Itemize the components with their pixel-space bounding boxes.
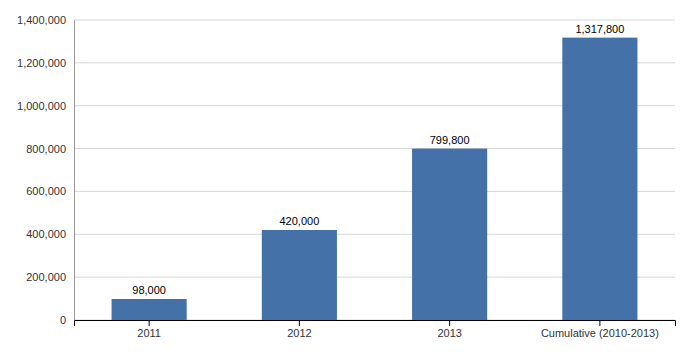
tick: 600,000 bbox=[26, 185, 74, 197]
bars bbox=[112, 38, 638, 320]
tick-label: 1,000,000 bbox=[17, 100, 66, 112]
tick-label: Cumulative (2010-2013) bbox=[541, 327, 659, 339]
tick-label: 0 bbox=[60, 314, 66, 326]
tick-mark bbox=[599, 320, 600, 326]
tick-label: 200,000 bbox=[26, 271, 66, 283]
tick: 800,000 bbox=[26, 143, 74, 155]
tick-label: 800,000 bbox=[26, 143, 66, 155]
data-labels: 98,000 420,000 799,800 1,317,800 bbox=[132, 23, 624, 296]
tick-mark bbox=[299, 320, 300, 326]
tick-mark bbox=[149, 320, 150, 326]
tick: Cumulative (2010-2013) bbox=[541, 320, 659, 339]
tick-label: 400,000 bbox=[26, 228, 66, 240]
bar bbox=[412, 149, 487, 320]
tick: 2013 bbox=[437, 320, 461, 339]
tick-label: 2011 bbox=[137, 327, 161, 339]
x-axis: 2011 2012 2013 Cumulative (2010-2013) bbox=[75, 320, 676, 339]
tick-mark bbox=[449, 320, 450, 326]
tick: 200,000 bbox=[26, 271, 74, 283]
chart: 0 200,000 400,000 600,000 800,000 1,000,000 1,… bbox=[0, 0, 695, 354]
bar bbox=[262, 230, 337, 320]
tick: 0 bbox=[60, 314, 74, 326]
grid-line bbox=[74, 20, 675, 21]
tick: 400,000 bbox=[26, 228, 74, 240]
axis-line bbox=[74, 21, 75, 321]
tick-label: 2012 bbox=[287, 327, 311, 339]
bar bbox=[562, 38, 637, 320]
grid bbox=[74, 20, 675, 320]
tick: 1,000,000 bbox=[17, 100, 74, 112]
tick-label: 1,200,000 bbox=[17, 57, 66, 69]
bar bbox=[112, 299, 187, 320]
data-label: 98,000 bbox=[132, 284, 166, 296]
data-label: 1,317,800 bbox=[575, 23, 624, 35]
tick: 2011 bbox=[137, 320, 161, 339]
axis-line bbox=[75, 321, 676, 327]
y-axis: 0 200,000 400,000 600,000 800,000 1,000,000 1,… bbox=[17, 14, 74, 326]
tick-label: 1,400,000 bbox=[17, 14, 66, 26]
chart-container: 0 200,000 400,000 600,000 800,000 1,000,000 1,… bbox=[0, 0, 695, 354]
data-label: 799,800 bbox=[430, 134, 470, 146]
plot: 0 200,000 400,000 600,000 800,000 1,000,000 1,… bbox=[17, 14, 675, 339]
data-label: 420,000 bbox=[279, 215, 319, 227]
tick-label: 2013 bbox=[437, 327, 461, 339]
tick: 2012 bbox=[287, 320, 311, 339]
tick: 1,400,000 bbox=[17, 14, 74, 26]
tick-label: 600,000 bbox=[26, 185, 66, 197]
tick: 1,200,000 bbox=[17, 57, 74, 69]
